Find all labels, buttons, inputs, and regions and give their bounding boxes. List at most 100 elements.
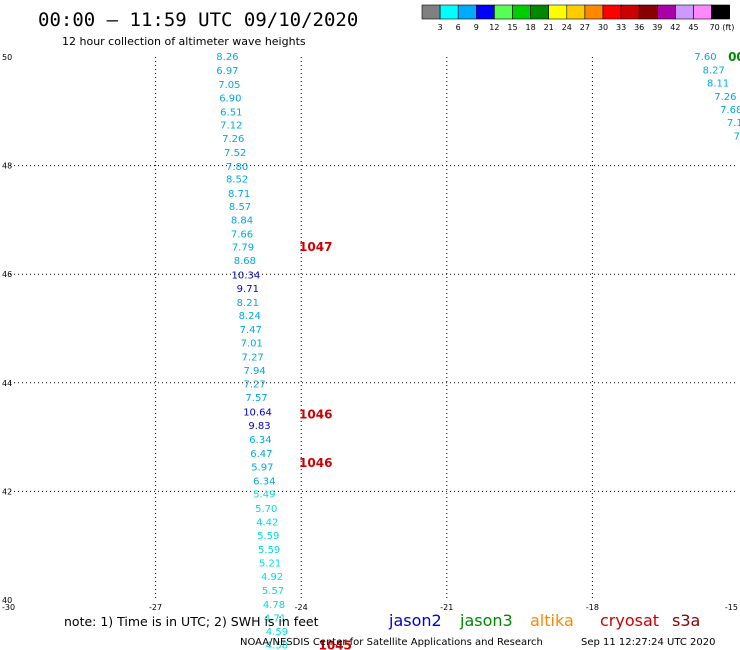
swh-value-label: 7.57: [245, 393, 267, 404]
colorbar-swatch: [421, 4, 441, 20]
swh-value-label: 10.34: [232, 270, 261, 281]
colorbar-label: 24: [562, 23, 572, 32]
swh-value-label: 6.97: [216, 66, 238, 77]
y-tick-label: 50: [2, 53, 12, 62]
colorbar-label: 39: [652, 23, 662, 32]
colorbar-label: 3: [438, 23, 443, 32]
swh-value-label: 5.57: [262, 586, 284, 597]
colorbar-label: 33: [616, 23, 626, 32]
y-tick-label: 48: [2, 162, 12, 171]
colorbar-label: 9: [474, 23, 479, 32]
plot-area: 8.26 6.97 7.05 6.90 6.51 7.12 7.26 7.52 7.80 8.52…: [216, 50, 740, 650]
footer-note: note: 1) Time is in UTC; 2) SWH is in fe…: [64, 614, 319, 629]
colorbar-label: 15: [507, 23, 517, 32]
satellite-legend: jason2 jason3 altika cryosat s3a: [388, 611, 700, 630]
pass-number-label: 1045: [318, 639, 351, 650]
colorbar-swatch: [530, 4, 549, 20]
colorbar-label: 45: [688, 23, 698, 32]
footer-timestamp: Sep 11 12:27:24 UTC 2020: [581, 637, 715, 648]
colorbar-swatch: [475, 4, 495, 20]
pass-number-label: 1047: [299, 240, 332, 254]
y-tick-label: 44: [2, 379, 12, 388]
colorbar-label: 21: [544, 23, 554, 32]
swh-value-label: 6.90: [219, 93, 241, 104]
swh-value-label: 7.01: [241, 339, 263, 350]
swh-value-label: 7.26: [222, 134, 244, 145]
grid-lines: [10, 57, 738, 600]
colorbar-swatch: [548, 4, 568, 20]
pass-number-label: 1046: [299, 456, 332, 470]
chart-title: 00:00 – 11:59 UTC 09/10/2020: [38, 9, 358, 31]
swh-value-label: 7.12: [220, 120, 242, 131]
swh-value-label: 8.57: [229, 202, 251, 213]
colorbar-label: 6: [456, 23, 461, 32]
swh-value-label: 6.34: [253, 477, 275, 488]
swh-value-label: 8.27: [703, 66, 725, 77]
swh-value-label: 7.60: [694, 52, 716, 63]
satellite-legend-altika: altika: [530, 611, 574, 630]
swh-value-label: 10.64: [243, 408, 272, 419]
swh-value-label: 8.71: [228, 189, 250, 200]
swh-value-label: 7.66: [231, 230, 253, 241]
swh-value-label: 7.68: [720, 105, 740, 116]
swh-value-label: 8.68: [234, 256, 256, 267]
swh-value-label: 5.49: [253, 490, 275, 501]
axis-tick-labels: -30 -27 -24 -21 -18 -15 40 42 44 46 48 50: [2, 53, 738, 612]
colorbar-swatch: [693, 4, 712, 20]
swh-value-label: 7.10: [727, 118, 740, 129]
colorbar-label: 27: [580, 23, 590, 32]
swh-value-label: 7.52: [224, 148, 246, 159]
x-tick-label: -30: [2, 603, 15, 612]
colorbar-swatch: [656, 4, 676, 20]
swh-value-label: 8.24: [239, 311, 261, 322]
y-tick-label: 40: [2, 596, 12, 605]
satellite-legend-cryosat: cryosat: [600, 611, 659, 630]
colorbar-swatch: [602, 4, 622, 20]
y-tick-label: 42: [2, 487, 12, 496]
swh-value-label: 7.79: [232, 243, 254, 254]
swh-value-label: 7.24: [734, 131, 740, 142]
x-tick-label: -15: [725, 603, 738, 612]
swh-value-label: 6.34: [249, 435, 271, 446]
swh-value-label: 4.59: [266, 627, 288, 638]
swh-value-label: 7.26: [714, 92, 736, 103]
x-tick-label: -24: [295, 603, 308, 612]
swh-value-label: 5.59: [258, 545, 280, 556]
colorbar-swatch: [512, 4, 531, 20]
x-tick-label: -27: [149, 603, 162, 612]
swh-value-label: 4.78: [263, 600, 285, 611]
swh-value-label: 7.27: [243, 379, 265, 390]
swh-value-label: 9.83: [248, 421, 270, 432]
colorbar-label: 12: [489, 23, 499, 32]
swh-value-label: 5.70: [255, 504, 277, 515]
colorbar-swatch: [711, 4, 730, 20]
colorbar-label: 18: [526, 23, 536, 32]
colorbar-swatch: [457, 4, 477, 20]
chart-subtitle: 12 hour collection of altimeter wave hei…: [62, 35, 306, 48]
colorbar-label: 30: [598, 23, 608, 32]
swh-value-label: 5.21: [259, 559, 281, 570]
swh-value-label: 4.92: [261, 572, 283, 583]
x-tick-label: -21: [440, 603, 453, 612]
swh-value-label: 4.58: [266, 641, 288, 650]
swh-value-label: 7.05: [218, 80, 240, 91]
colorbar-swatch: [620, 4, 640, 20]
colorbar-label: 42: [670, 23, 680, 32]
colorbar-swatch: [566, 4, 586, 20]
swh-value-label: 5.97: [251, 463, 273, 474]
colorbar-swatch: [494, 4, 513, 20]
swh-value-label: 7.80: [226, 162, 248, 173]
colorbar-label: 70 (ft): [710, 23, 735, 32]
swh-value-label: 9.71: [237, 284, 259, 295]
swh-value-label: 6.51: [220, 107, 242, 118]
swh-value-label: 8.84: [231, 215, 253, 226]
satellite-legend-jason3: jason3: [459, 611, 513, 630]
swh-value-label: 8.52: [226, 175, 248, 186]
x-tick-label: -18: [586, 603, 599, 612]
swh-value-label: 8.11: [707, 79, 729, 90]
satellite-legend-s3a: s3a: [672, 611, 700, 630]
colorbar-legend: 3 6 9 12 15 18 21 24 27 30 33 36 39 42 45 70 (ft): [421, 4, 735, 32]
swh-value-label: 4.71: [264, 613, 286, 624]
swh-value-label: 8.26: [216, 52, 238, 63]
